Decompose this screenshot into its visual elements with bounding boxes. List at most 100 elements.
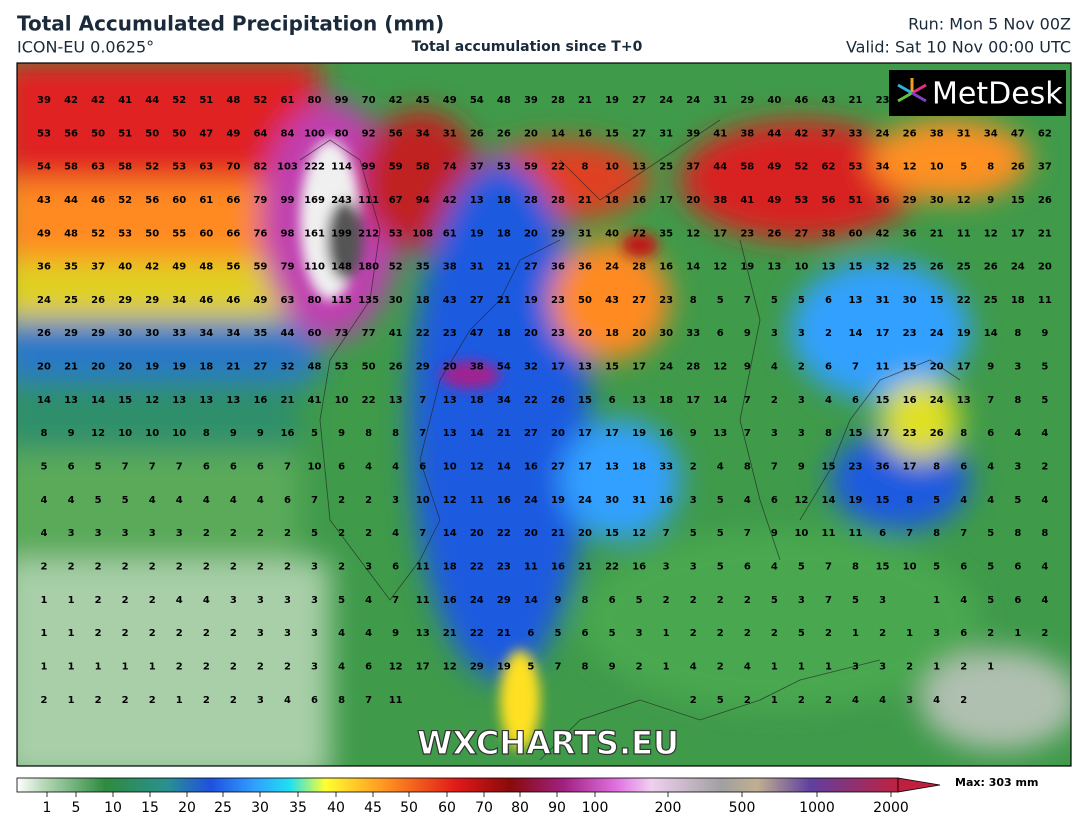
grid-value: 63: [91, 162, 105, 173]
grid-value: 6: [960, 628, 967, 639]
grid-value: 3: [230, 595, 237, 606]
grid-value: 9: [1041, 328, 1048, 339]
grid-value: 20: [930, 362, 944, 373]
grid-value: 61: [280, 95, 294, 106]
grid-value: 24: [686, 95, 700, 106]
grid-value: 16: [632, 561, 646, 572]
grid-value: 26: [551, 395, 565, 406]
grid-value: 11: [524, 561, 538, 572]
grid-value: 2: [95, 561, 102, 572]
grid-value: 34: [984, 128, 998, 139]
subtitle: Total accumulation since T+0: [412, 39, 643, 55]
grid-value: 17: [578, 462, 592, 473]
grid-value: 11: [470, 495, 484, 506]
grid-value: 35: [64, 262, 78, 273]
grid-value: 2: [41, 561, 48, 572]
grid-value: 50: [362, 362, 376, 373]
grid-value: 6: [284, 495, 291, 506]
grid-value: 4: [68, 495, 75, 506]
grid-value: 3: [284, 595, 291, 606]
grid-value: 23: [551, 328, 565, 339]
grid-value: 61: [199, 195, 213, 206]
grid-value: 6: [338, 462, 345, 473]
grid-value: 18: [497, 328, 511, 339]
grid-value: 9: [554, 595, 561, 606]
grid-value: 48: [497, 95, 511, 106]
grid-value: 46: [91, 195, 105, 206]
grid-value: 2: [203, 628, 210, 639]
grid-value: 7: [311, 495, 318, 506]
grid-value: 52: [91, 228, 105, 239]
grid-value: 43: [821, 95, 835, 106]
grid-value: 36: [578, 262, 592, 273]
grid-value: 4: [825, 395, 832, 406]
grid-value: 103: [277, 162, 298, 173]
grid-value: 9: [68, 428, 75, 439]
grid-value: 41: [118, 95, 132, 106]
grid-value: 27: [632, 95, 646, 106]
grid-value: 30: [605, 495, 619, 506]
grid-value: 17: [686, 395, 700, 406]
colorbar-label: 10: [104, 800, 122, 816]
grid-value: 23: [740, 228, 754, 239]
grid-value: 6: [825, 295, 832, 306]
grid-value: 5: [771, 295, 778, 306]
grid-value: 18: [632, 462, 646, 473]
grid-value: 3: [257, 595, 264, 606]
grid-value: 42: [389, 95, 403, 106]
grid-value: 26: [389, 362, 403, 373]
grid-value: 2: [149, 695, 156, 706]
grid-value: 4: [852, 695, 859, 706]
grid-value: 59: [389, 162, 403, 173]
grid-value: 2: [744, 695, 751, 706]
grid-value: 6: [717, 328, 724, 339]
grid-value: 3: [1014, 462, 1021, 473]
grid-value: 40: [605, 228, 619, 239]
grid-value: 4: [392, 528, 399, 539]
grid-value: 18: [497, 228, 511, 239]
map-frame: [16, 62, 1072, 767]
grid-value: 2: [798, 695, 805, 706]
grid-value: 15: [876, 395, 890, 406]
grid-value: 8: [1014, 328, 1021, 339]
valid: Valid: Sat 10 Nov 00:00 UTC: [846, 38, 1071, 57]
grid-value: 6: [230, 462, 237, 473]
grid-value: 27: [632, 295, 646, 306]
grid-value: 135: [358, 295, 379, 306]
grid-value: 8: [392, 428, 399, 439]
grid-value: 6: [527, 628, 534, 639]
grid-value: 49: [767, 162, 781, 173]
grid-value: 5: [933, 495, 940, 506]
grid-value: 2: [95, 628, 102, 639]
grid-value: 58: [64, 162, 78, 173]
grid-value: 12: [470, 462, 484, 473]
grid-value: 42: [443, 195, 457, 206]
grid-value: 5: [987, 595, 994, 606]
grid-value: 6: [960, 462, 967, 473]
grid-value: 52: [389, 262, 403, 273]
grid-value: 23: [876, 95, 890, 106]
grid-value: 6: [68, 462, 75, 473]
grid-value: 3: [149, 528, 156, 539]
grid-value: 30: [118, 328, 132, 339]
grid-value: 18: [659, 395, 673, 406]
grid-value: 39: [524, 95, 538, 106]
grid-value: 26: [497, 128, 511, 139]
grid-value: 5: [771, 595, 778, 606]
grid-value: 26: [1038, 195, 1052, 206]
grid-value: 34: [876, 162, 890, 173]
grid-value: 20: [470, 528, 484, 539]
grid-value: 169: [304, 195, 325, 206]
grid-value: 2: [176, 628, 183, 639]
grid-value: 20: [91, 362, 105, 373]
grid-value: 38: [713, 195, 727, 206]
colorbar-label: 1: [43, 800, 52, 816]
grid-value: 4: [1014, 428, 1021, 439]
grid-value: 38: [443, 262, 457, 273]
grid-value: 25: [903, 262, 917, 273]
grid-value: 42: [794, 128, 808, 139]
grid-value: 49: [253, 295, 267, 306]
grid-value: 2: [122, 695, 129, 706]
grid-value: 3: [798, 428, 805, 439]
grid-value: 5: [690, 528, 697, 539]
